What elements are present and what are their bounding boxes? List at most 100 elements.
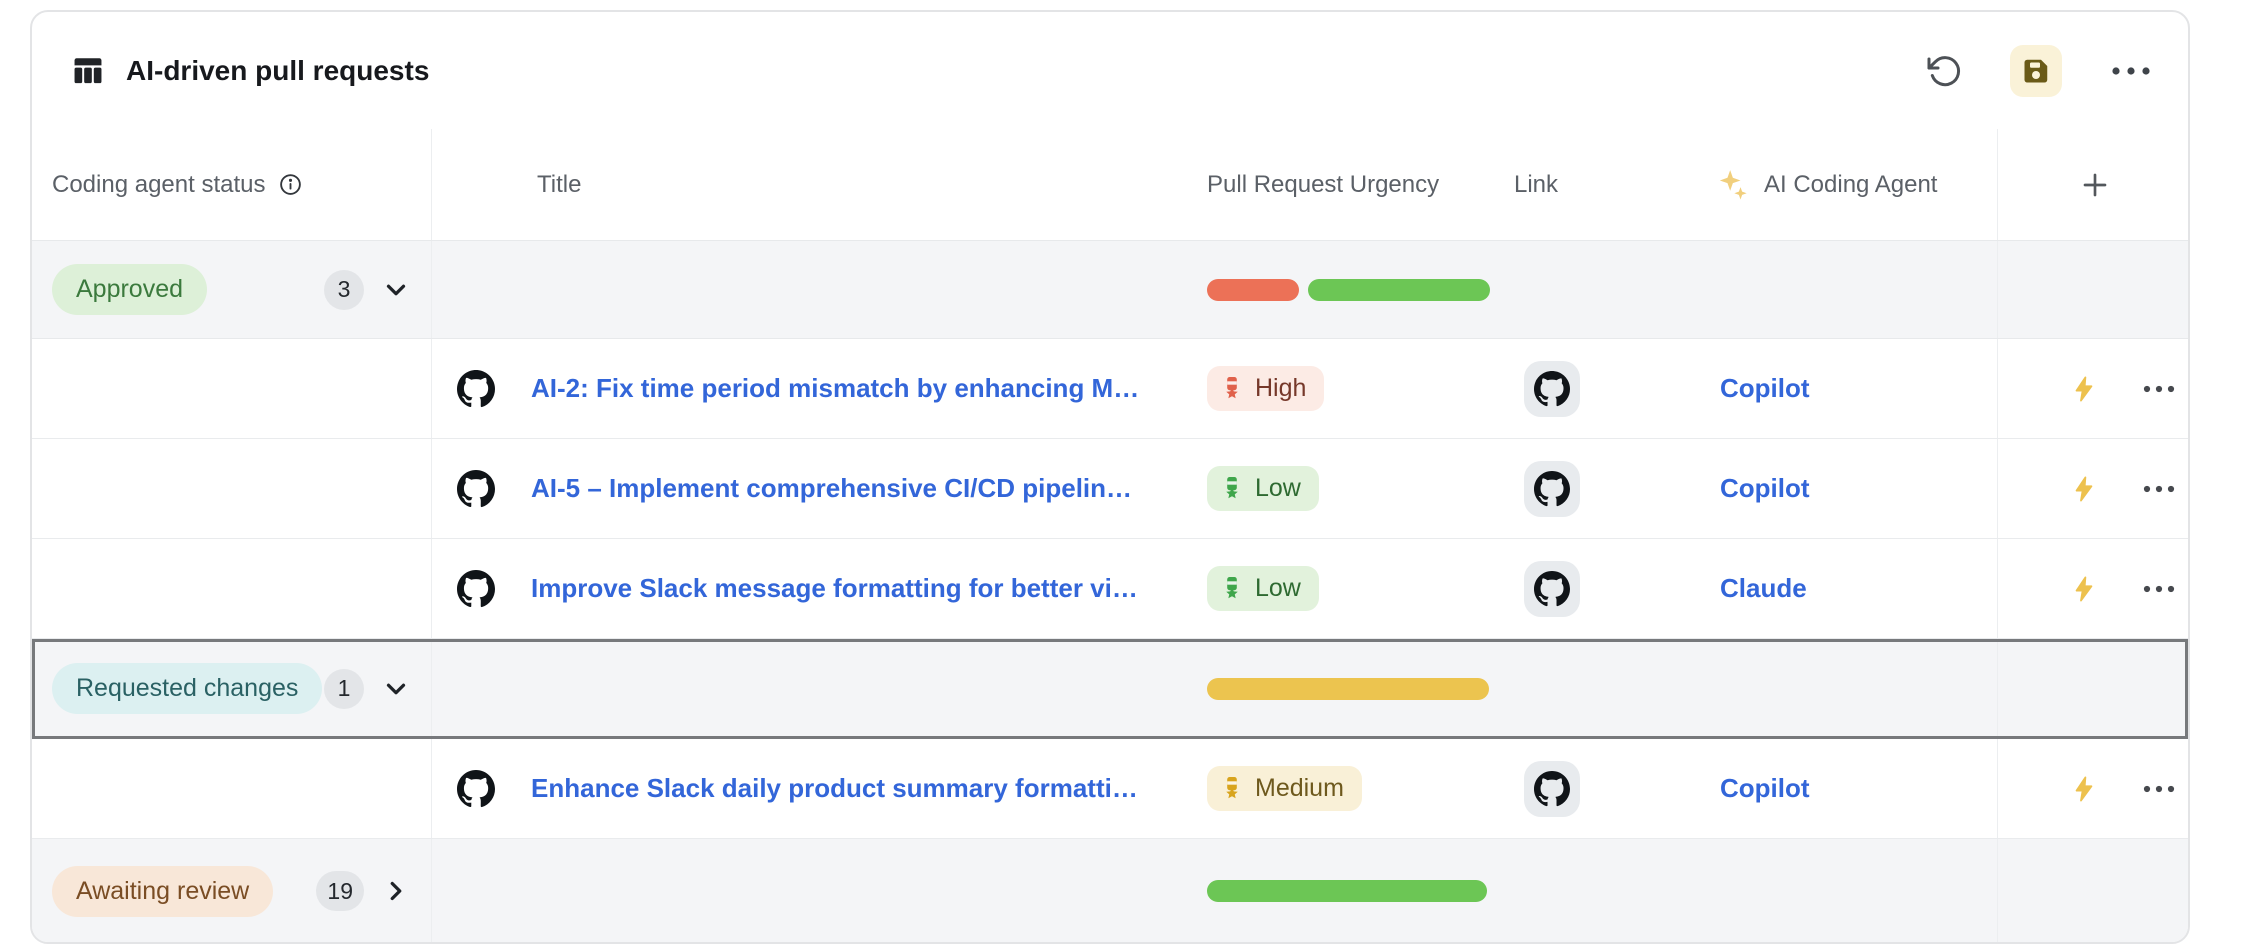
pr-title-link[interactable]: Enhance Slack daily product summary form… [531,773,1138,803]
urgency-badge: Low [1207,466,1319,511]
chevron-right-icon[interactable] [381,876,411,906]
urgency-label: Low [1255,474,1301,502]
link-cell [1492,539,1682,638]
ellipsis-icon [2142,784,2176,794]
ellipsis-icon [2142,484,2176,494]
more-button[interactable] [2110,65,2152,77]
row-more-button[interactable] [2142,584,2176,594]
github-link-button[interactable] [1524,560,1580,617]
column-header-urgency[interactable]: Pull Request Urgency [1187,129,1492,240]
group-status-cell: Awaiting review 19 [32,839,432,942]
urgency-cell[interactable]: Low [1187,439,1492,538]
column-label: Coding agent status [52,170,266,198]
column-label: AI Coding Agent [1764,170,1938,198]
status-cell[interactable] [32,439,432,538]
status-cell[interactable] [32,339,432,438]
urgency-badge: High [1207,366,1325,411]
ellipsis-icon [2142,384,2176,394]
table-row: Enhance Slack daily product summary form… [32,739,2188,839]
add-column-button[interactable] [1997,129,2188,240]
urgency-label: High [1255,374,1307,402]
title-cell[interactable]: Improve Slack message formatting for bet… [432,539,1187,638]
column-header-link[interactable]: Link [1492,129,1682,240]
agent-cell[interactable]: Copilot [1682,339,1997,438]
row-more-button[interactable] [2142,784,2176,794]
group-row-approved[interactable]: Approved 3 [32,241,2188,339]
flash-action-button[interactable] [2070,774,2098,804]
github-icon [457,469,495,508]
group-count-badge: 19 [316,871,364,911]
chevron-down-icon[interactable] [381,275,411,305]
sparkles-icon [1716,168,1750,202]
table-row: AI-5 – Implement comprehensive CI/CD pip… [32,439,2188,539]
pr-title-link[interactable]: Improve Slack message formatting for bet… [531,573,1138,603]
agent-link[interactable]: Claude [1720,573,1807,603]
urgency-cell[interactable]: Medium [1187,739,1492,838]
medal-icon [1220,775,1244,803]
medal-icon [1220,575,1244,603]
urgency-badge: Low [1207,566,1319,611]
github-link-button[interactable] [1524,760,1580,817]
github-link-button[interactable] [1524,360,1580,417]
flash-action-button[interactable] [2070,474,2098,504]
save-icon [2021,56,2051,86]
column-label: Title [537,170,582,198]
row-actions-cell [1997,439,2188,538]
github-link-button[interactable] [1524,460,1580,517]
title-cell[interactable]: AI-5 – Implement comprehensive CI/CD pip… [432,439,1187,538]
title-cell[interactable]: Enhance Slack daily product summary form… [432,739,1187,838]
title-bar: AI-driven pull requests [32,12,2188,129]
table-row: Improve Slack message formatting for bet… [32,539,2188,639]
group-status-cell: Approved 3 [32,241,432,338]
plus-icon [2079,169,2111,201]
chevron-down-icon[interactable] [381,674,411,704]
row-more-button[interactable] [2142,384,2176,394]
flash-action-button[interactable] [2070,574,2098,604]
title-cell[interactable]: AI-2: Fix time period mismatch by enhanc… [432,339,1187,438]
agent-cell[interactable]: Copilot [1682,439,1997,538]
urgency-cell[interactable]: Low [1187,539,1492,638]
agent-link[interactable]: Copilot [1720,373,1810,403]
row-actions-cell [1997,739,2188,838]
column-header-agent[interactable]: AI Coding Agent [1682,129,1997,240]
row-actions-cell [1997,339,2188,438]
row-more-button[interactable] [2142,484,2176,494]
undo-button[interactable] [1926,53,1962,89]
undo-icon [1926,53,1962,89]
group-status-pill[interactable]: Awaiting review [52,865,274,917]
agent-link[interactable]: Copilot [1720,773,1810,803]
group-status-pill[interactable]: Requested changes [52,663,323,714]
lightning-icon [2070,474,2098,504]
column-label: Link [1514,170,1559,198]
urgency-cell[interactable]: High [1187,339,1492,438]
lightning-icon [2070,574,2098,604]
flash-action-button[interactable] [2070,374,2098,404]
column-label: Pull Request Urgency [1207,170,1440,198]
group-row-awaiting-review[interactable]: Awaiting review 19 [32,839,2188,942]
ellipsis-icon [2110,65,2152,77]
column-header-title[interactable]: Title [432,129,1187,240]
pr-title-link[interactable]: AI-2: Fix time period mismatch by enhanc… [531,373,1140,403]
link-cell [1492,739,1682,838]
link-cell [1492,339,1682,438]
urgency-label: Low [1255,574,1301,602]
table-view-card: AI-driven pull requests [30,10,2190,944]
table-row: AI-2: Fix time period mismatch by enhanc… [32,339,2188,439]
github-icon [457,369,495,408]
lightning-icon [2070,374,2098,404]
column-header-status[interactable]: Coding agent status [32,129,432,240]
group-row-requested-changes[interactable]: Requested changes 1 [32,639,2188,739]
status-cell[interactable] [32,539,432,638]
status-cell[interactable] [32,739,432,838]
medal-icon [1220,375,1244,403]
agent-cell[interactable]: Copilot [1682,739,1997,838]
urgency-label: Medium [1255,774,1344,802]
agent-link[interactable]: Copilot [1720,473,1810,503]
save-button[interactable] [2010,44,2062,97]
urgency-summary-bar [1308,278,1490,301]
pr-title-link[interactable]: AI-5 – Implement comprehensive CI/CD pip… [531,473,1133,503]
group-status-pill[interactable]: Approved [52,264,208,315]
agent-cell[interactable]: Claude [1682,539,1997,638]
info-icon[interactable] [278,172,303,197]
ellipsis-icon [2142,584,2176,594]
